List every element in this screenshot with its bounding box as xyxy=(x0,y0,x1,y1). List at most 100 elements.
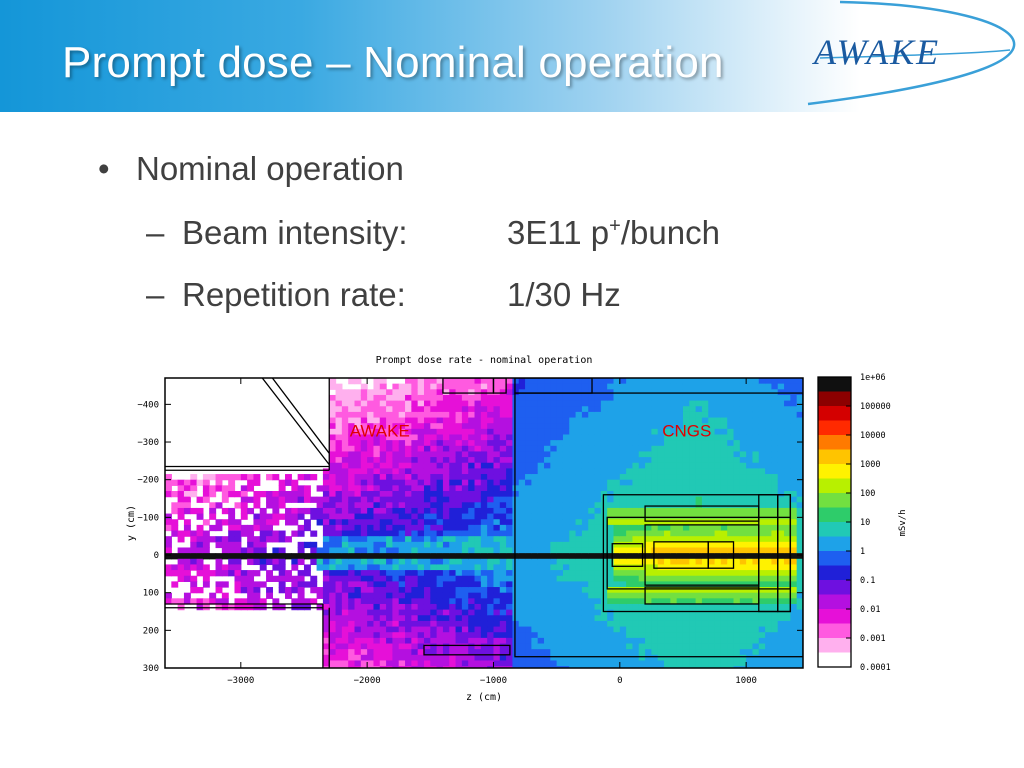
heatmap-cell xyxy=(291,479,299,486)
heatmap-cell xyxy=(405,547,412,554)
heatmap-cell xyxy=(518,575,526,582)
heatmap-cell xyxy=(619,536,627,543)
heatmap-cell xyxy=(657,507,665,515)
heatmap-cell xyxy=(695,468,703,475)
heatmap-cell xyxy=(423,592,431,599)
heatmap-cell xyxy=(518,423,526,430)
heatmap-cell xyxy=(480,507,488,515)
heatmap-cell xyxy=(676,570,684,577)
heatmap-cell xyxy=(278,536,286,543)
heatmap-cell xyxy=(480,462,488,469)
heatmap-cell xyxy=(664,417,671,424)
heatmap-cell xyxy=(562,406,570,413)
heatmap-cell xyxy=(442,632,450,639)
heatmap-cell xyxy=(348,406,356,413)
heatmap-cell xyxy=(423,581,431,588)
heatmap-cell xyxy=(177,507,185,515)
heatmap-cell xyxy=(562,587,570,594)
heatmap-cell xyxy=(436,536,444,543)
heatmap-cell xyxy=(588,626,596,633)
heatmap-cell xyxy=(506,524,514,532)
heatmap-cell xyxy=(525,632,532,639)
heatmap-cell xyxy=(638,479,646,486)
heatmap-cell xyxy=(626,558,634,566)
heatmap-cell xyxy=(518,451,526,458)
heatmap-cell xyxy=(695,462,703,469)
heatmap-cell xyxy=(784,423,791,430)
heatmap-cell xyxy=(417,603,425,611)
heatmap-cell xyxy=(379,660,387,667)
heatmap-cell xyxy=(379,479,387,486)
heatmap-cell xyxy=(525,553,532,560)
heatmap-cell xyxy=(518,468,526,475)
heatmap-cell xyxy=(531,462,539,469)
heatmap-cell xyxy=(531,536,539,543)
heatmap-cell xyxy=(758,547,766,554)
heatmap-cell xyxy=(613,558,621,566)
heatmap-cell xyxy=(758,603,766,611)
heatmap-cell xyxy=(790,485,798,492)
heatmap-cell xyxy=(341,507,349,515)
heatmap-cell xyxy=(468,513,476,520)
heatmap-cell xyxy=(670,474,678,481)
heatmap-cell xyxy=(468,451,476,458)
heatmap-cell xyxy=(784,457,791,464)
heatmap-cell xyxy=(632,378,640,385)
heatmap-cell xyxy=(360,536,368,543)
heatmap-cell xyxy=(562,417,570,424)
heatmap-cell xyxy=(423,626,431,633)
heatmap-cell xyxy=(209,502,217,509)
heatmap-cell xyxy=(784,541,791,549)
heatmap-cell xyxy=(417,389,425,396)
heatmap-cell xyxy=(771,445,779,453)
heatmap-cell xyxy=(341,389,349,396)
heatmap-cell xyxy=(708,660,716,667)
heatmap-cell xyxy=(556,434,564,441)
heatmap-cell xyxy=(544,637,551,645)
heatmap-cell xyxy=(417,530,425,537)
heatmap-cell xyxy=(746,536,754,543)
heatmap-cell xyxy=(379,575,387,582)
heatmap-cell xyxy=(474,440,482,447)
heatmap-cell xyxy=(765,598,773,605)
heatmap-cell xyxy=(392,428,400,436)
heatmap-cell xyxy=(746,609,754,616)
heatmap-cell xyxy=(196,496,204,503)
heatmap-cell xyxy=(329,558,337,566)
heatmap-cell xyxy=(329,632,337,639)
heatmap-cell xyxy=(386,654,394,662)
heatmap-cell xyxy=(398,649,406,656)
heatmap-cell xyxy=(594,411,602,419)
heatmap-cell xyxy=(247,581,255,588)
heatmap-cell xyxy=(537,474,545,481)
heatmap-cell xyxy=(765,666,773,668)
heatmap-cell xyxy=(689,570,697,577)
heatmap-cell xyxy=(790,620,798,628)
heatmap-cell xyxy=(720,609,728,616)
heatmap-cell xyxy=(664,547,671,554)
heatmap-cell xyxy=(398,519,406,526)
heatmap-cell xyxy=(423,434,431,441)
heatmap-cell xyxy=(215,564,223,571)
heatmap-cell xyxy=(613,660,621,667)
heatmap-cell xyxy=(183,507,191,515)
heatmap-cell xyxy=(215,553,223,560)
heatmap-cell xyxy=(695,649,703,656)
heatmap-cell xyxy=(632,530,640,537)
heatmap-cell xyxy=(758,411,766,419)
heatmap-cell xyxy=(575,666,583,668)
heatmap-cell xyxy=(676,507,684,515)
heatmap-cell xyxy=(727,400,735,407)
heatmap-cell xyxy=(183,502,191,509)
heatmap-cell xyxy=(638,530,646,537)
heatmap-cell xyxy=(525,445,532,453)
heatmap-cell xyxy=(247,507,255,515)
heatmap-cell xyxy=(468,411,476,419)
heatmap-cell xyxy=(506,451,514,458)
heatmap-cell xyxy=(373,558,381,566)
heatmap-cell xyxy=(676,536,684,543)
heatmap-cell xyxy=(379,462,387,469)
heatmap-cell xyxy=(449,423,457,430)
heatmap-cell xyxy=(493,615,501,622)
heatmap-cell xyxy=(386,615,394,622)
